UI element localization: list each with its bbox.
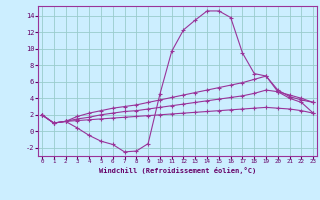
X-axis label: Windchill (Refroidissement éolien,°C): Windchill (Refroidissement éolien,°C) (99, 167, 256, 174)
